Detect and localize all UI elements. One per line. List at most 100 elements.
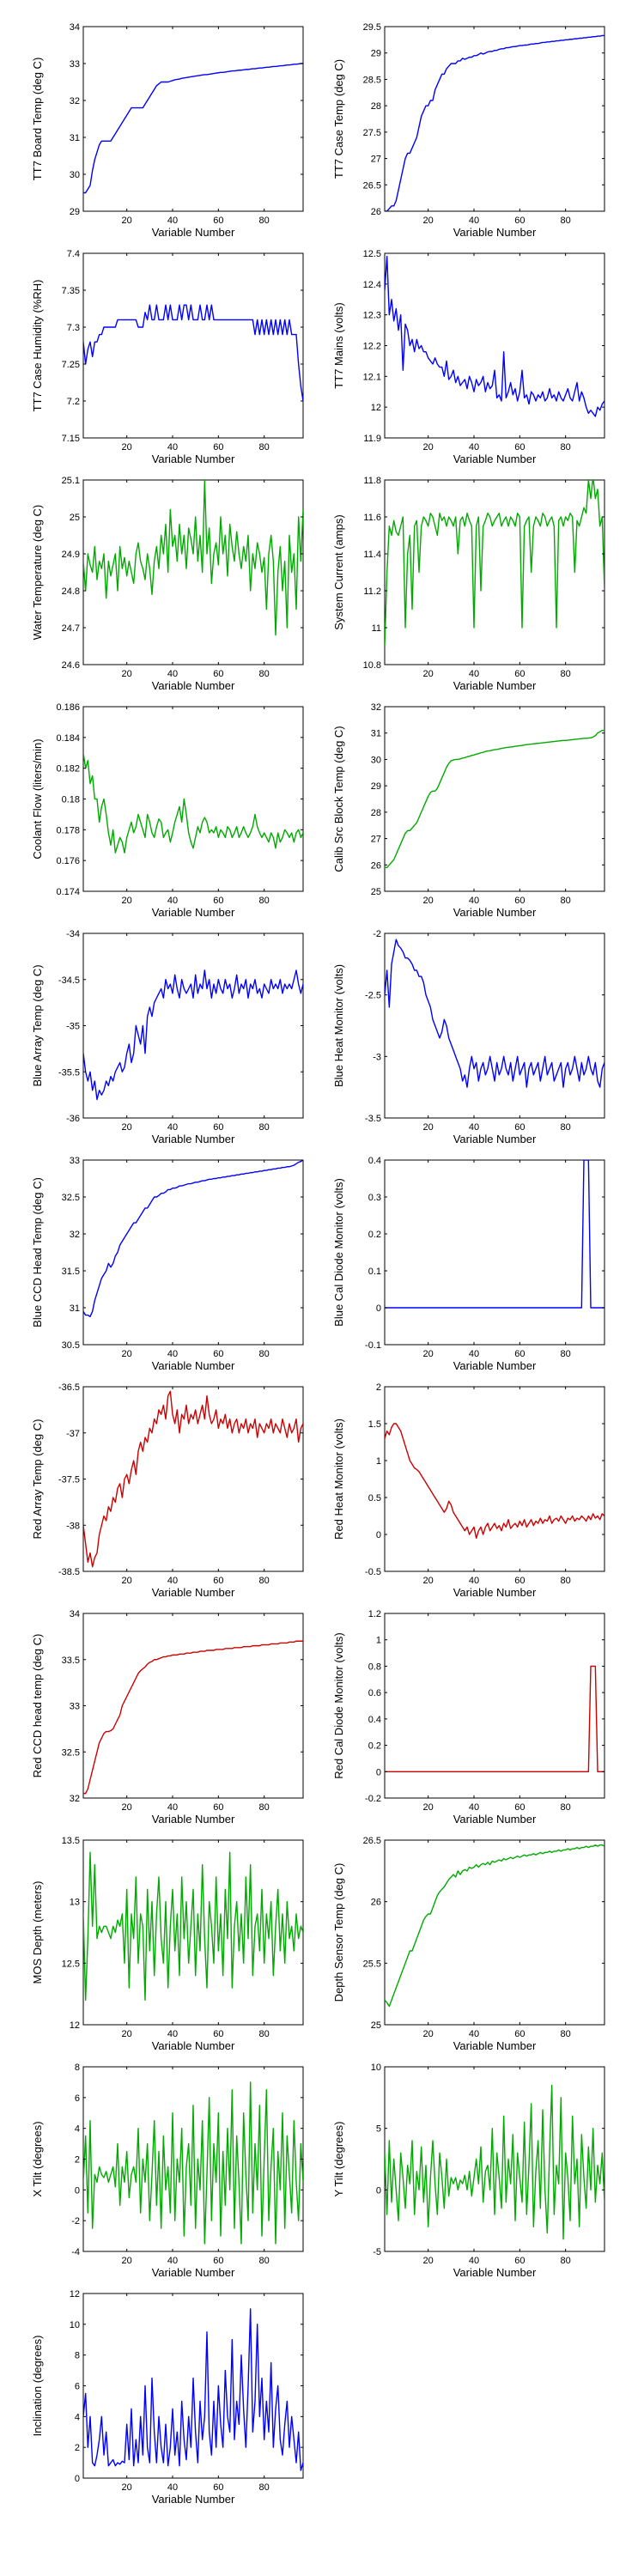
- x-axis-label: Variable Number: [152, 2266, 235, 2279]
- y-tick-label: -36: [66, 1114, 80, 1124]
- y-tick-label: 25.1: [62, 476, 80, 486]
- x-tick-label: 60: [213, 1122, 223, 1133]
- x-tick-label: 60: [514, 1576, 525, 1586]
- x-tick-label: 80: [561, 1576, 571, 1586]
- x-tick-label: 40: [167, 2482, 178, 2493]
- y-tick-label: 0.2: [368, 1741, 381, 1752]
- x-axis-label: Variable Number: [453, 2266, 537, 2279]
- x-tick-label: 80: [259, 2029, 270, 2039]
- x-tick-label: 80: [259, 216, 270, 226]
- x-tick-label: 40: [469, 669, 479, 679]
- y-tick-label: -0.1: [365, 1340, 381, 1351]
- y-tick-label: 0: [376, 1530, 381, 1540]
- x-tick-label: 20: [423, 442, 434, 453]
- y-tick-label: 34: [70, 22, 80, 33]
- y-tick-label: 24.8: [62, 586, 80, 597]
- x-axis-label: Variable Number: [453, 906, 537, 919]
- y-axis-label: Calib Src Block Temp (deg C): [332, 726, 345, 872]
- y-tick-label: 33.5: [62, 1656, 80, 1666]
- chart-panel: 20 40 60 80 26 26.5 27 27.5 28 28.5 29 29.5 Variable…: [332, 22, 605, 239]
- y-axis-label: TT7 Board Temp (deg C): [31, 58, 44, 181]
- x-tick-label: 20: [423, 216, 434, 226]
- x-tick-label: 60: [213, 1349, 223, 1359]
- y-tick-label: 0.182: [56, 764, 80, 775]
- y-tick-label: -34.5: [58, 975, 80, 986]
- y-tick-label: -2: [71, 2216, 80, 2227]
- y-axis-label: Coolant Flow (liters/min): [31, 738, 44, 859]
- series-line: [385, 939, 605, 1088]
- chart-panel: 20 40 60 80 25 26 27 28 29 30 31 32 Variable Number C…: [332, 702, 605, 919]
- y-tick-label: 1.2: [368, 1609, 381, 1619]
- y-tick-label: -3.5: [365, 1114, 381, 1124]
- series-line: [83, 63, 303, 194]
- x-tick-label: 60: [514, 1802, 525, 1813]
- plot-area: [384, 933, 605, 1119]
- y-tick-label: 8: [75, 2351, 80, 2361]
- x-tick-label: 80: [561, 669, 571, 679]
- x-tick-label: 60: [213, 442, 223, 453]
- y-tick-label: 26: [371, 1898, 381, 1908]
- x-tick-label: 60: [514, 669, 525, 679]
- plot-area: [82, 479, 304, 665]
- y-tick-label: 2: [75, 2155, 80, 2166]
- series-line: [385, 34, 605, 211]
- y-tick-label: -37.5: [58, 1475, 80, 1485]
- x-tick-label: 20: [423, 896, 434, 906]
- y-tick-label: -37: [66, 1429, 80, 1439]
- y-tick-label: 24.9: [62, 550, 80, 560]
- x-tick-label: 80: [259, 669, 270, 679]
- y-tick-label: 0.186: [56, 702, 80, 713]
- x-tick-label: 80: [259, 1122, 270, 1133]
- y-tick-label: 25: [371, 2020, 381, 2031]
- chart-panel: 20 40 60 80 29 30 31 32 33 34 Variable Number TT7 B…: [31, 22, 304, 239]
- y-tick-label: 4: [75, 2124, 80, 2135]
- x-tick-label: 80: [561, 1122, 571, 1133]
- x-tick-label: 20: [122, 2482, 132, 2493]
- series-line: [83, 304, 303, 402]
- y-tick-label: 11.6: [363, 513, 381, 523]
- x-tick-label: 20: [122, 2256, 132, 2266]
- y-tick-label: 32.5: [62, 1747, 80, 1758]
- y-tick-label: 27: [371, 155, 381, 165]
- x-tick-label: 60: [213, 2482, 223, 2493]
- chart-panel: 20 40 60 80 -3.5 -3 -2.5 -2 Variable Number Blue …: [332, 929, 605, 1145]
- y-axis-label: Red Cal Diode Monitor (volts): [332, 1632, 345, 1779]
- x-tick-label: 60: [213, 896, 223, 906]
- y-tick-label: 12.3: [363, 311, 381, 321]
- y-tick-label: 4: [75, 2412, 80, 2422]
- chart-panel: 20 40 60 80 -4 -2 0 2 4 6 8 Variable Number X Tilt (…: [31, 2063, 304, 2279]
- chart-panel: 20 40 60 80 -36 -35.5 -35 -34.5 -34 Variable Numb…: [31, 929, 304, 1145]
- x-tick-label: 20: [423, 1576, 434, 1586]
- x-tick-label: 80: [259, 2256, 270, 2266]
- x-tick-label: 80: [561, 442, 571, 453]
- plot-area: [82, 933, 304, 1119]
- y-tick-label: 12: [70, 2289, 80, 2300]
- y-tick-label: 0.18: [62, 795, 80, 805]
- x-tick-label: 40: [167, 216, 178, 226]
- y-tick-label: 34: [70, 1609, 80, 1619]
- series-line: [83, 752, 303, 854]
- y-tick-label: -3: [373, 1052, 381, 1062]
- y-tick-label: 12.5: [363, 249, 381, 259]
- y-tick-label: 12.1: [363, 372, 381, 382]
- x-axis-label: Variable Number: [453, 2039, 537, 2052]
- x-tick-label: 80: [259, 1349, 270, 1359]
- y-tick-label: 29: [371, 781, 381, 792]
- series-line: [385, 729, 605, 869]
- y-tick-label: 31: [70, 1303, 80, 1314]
- plot-area: [82, 252, 304, 439]
- x-tick-label: 60: [514, 1122, 525, 1133]
- y-tick-label: 13: [70, 1898, 80, 1908]
- y-tick-label: 0.5: [368, 1493, 381, 1504]
- x-tick-label: 40: [167, 896, 178, 906]
- series-line: [385, 1160, 605, 1309]
- y-tick-label: -38.5: [58, 1567, 80, 1577]
- y-tick-label: 32: [70, 1794, 80, 1804]
- x-tick-label: 80: [561, 1802, 571, 1813]
- x-tick-label: 60: [514, 2256, 525, 2266]
- x-tick-label: 80: [561, 1349, 571, 1359]
- plot-area: [384, 1839, 605, 2026]
- y-tick-label: 33: [70, 1156, 80, 1166]
- series-line: [385, 1844, 605, 2008]
